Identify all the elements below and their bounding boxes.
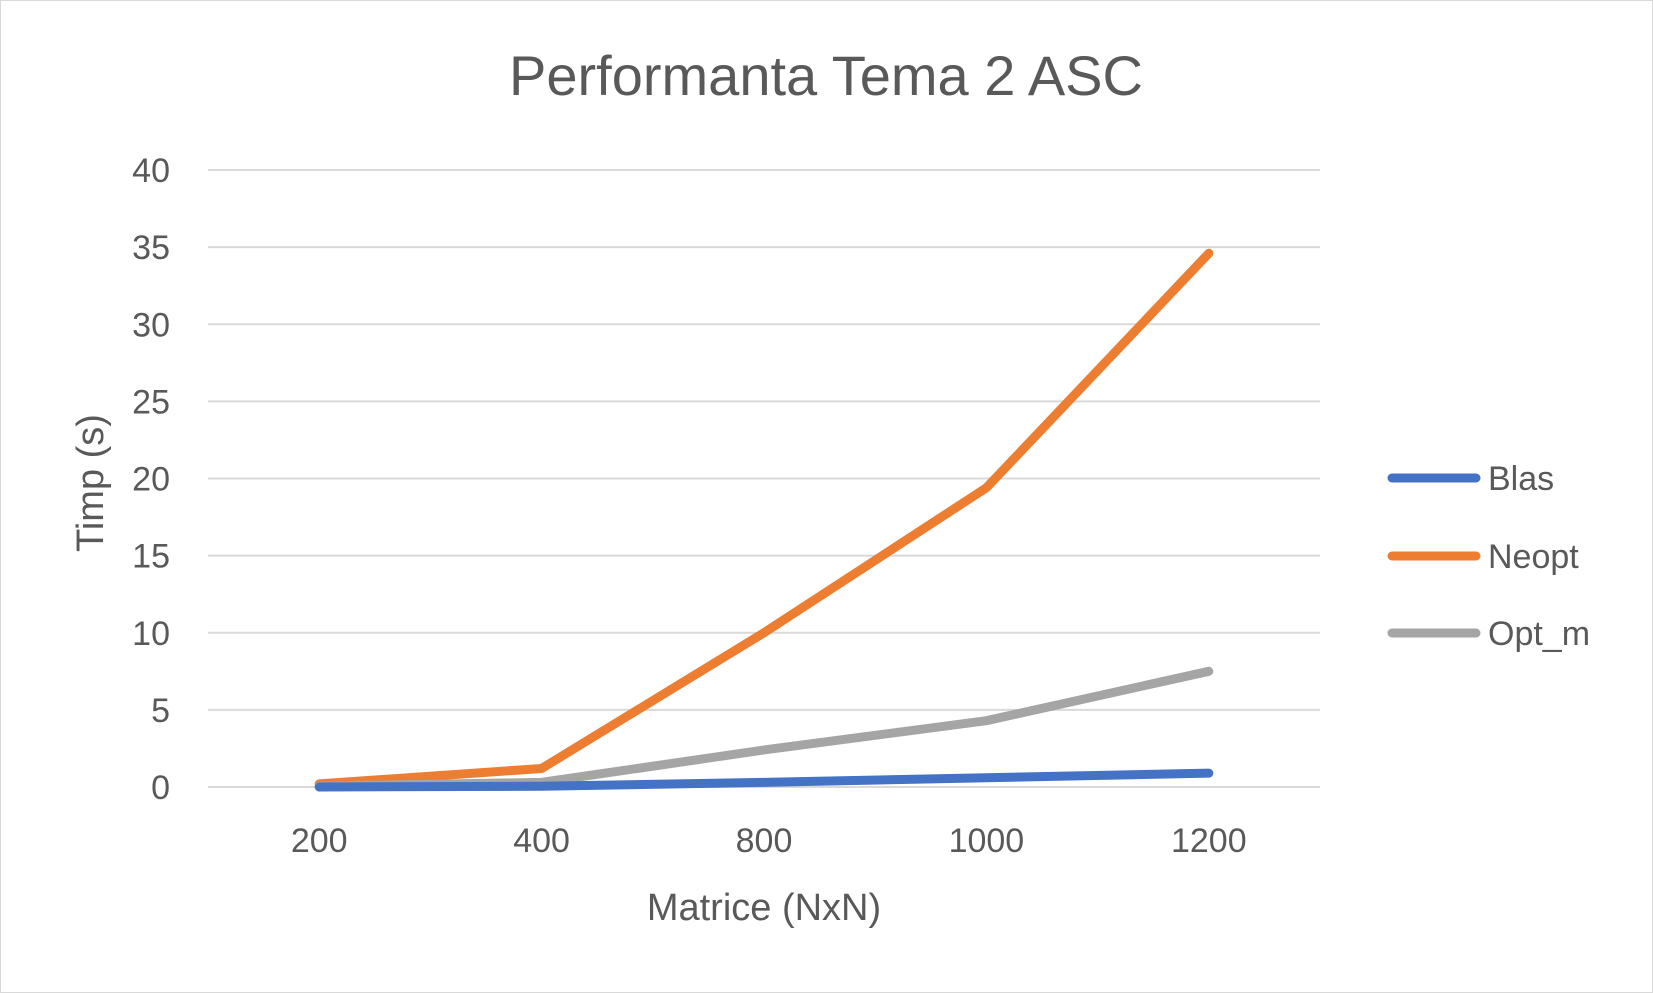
y-tick-label: 25 (132, 383, 170, 421)
x-tick-label: 1000 (949, 822, 1025, 860)
x-tick-label: 200 (291, 822, 348, 860)
x-tick-label: 400 (513, 822, 570, 860)
y-tick-label: 35 (132, 229, 170, 267)
series-line-blas (314, 768, 1214, 792)
y-tick-label: 10 (132, 615, 170, 653)
y-tick-label: 15 (132, 538, 170, 576)
y-tick-label: 0 (151, 769, 170, 807)
x-tick-label: 800 (736, 822, 793, 860)
chart-title: Performanta Tema 2 ASC (509, 44, 1143, 107)
legend-label: Opt_m (1488, 615, 1590, 653)
legend-label: Blas (1488, 460, 1554, 498)
series-lines (314, 248, 1214, 792)
x-axis-title: Matrice (NxN) (647, 887, 881, 929)
x-tick-label: 1200 (1171, 822, 1247, 860)
y-tick-label: 20 (132, 461, 170, 499)
gridlines (208, 169, 1320, 788)
series-line-neopt (314, 248, 1214, 789)
y-tick-label: 5 (151, 692, 170, 730)
legend: Blas Neopt Opt_m (1387, 460, 1590, 653)
y-axis-title: Timp (s) (70, 414, 112, 552)
y-axis-ticks: 0 5 10 15 20 25 30 35 40 (132, 152, 170, 807)
series-line-opt-m (314, 666, 1214, 791)
y-tick-label: 30 (132, 306, 170, 344)
legend-label: Neopt (1488, 538, 1579, 576)
x-axis-ticks: 200 400 800 1000 1200 (291, 822, 1247, 860)
y-tick-label: 40 (132, 152, 170, 190)
